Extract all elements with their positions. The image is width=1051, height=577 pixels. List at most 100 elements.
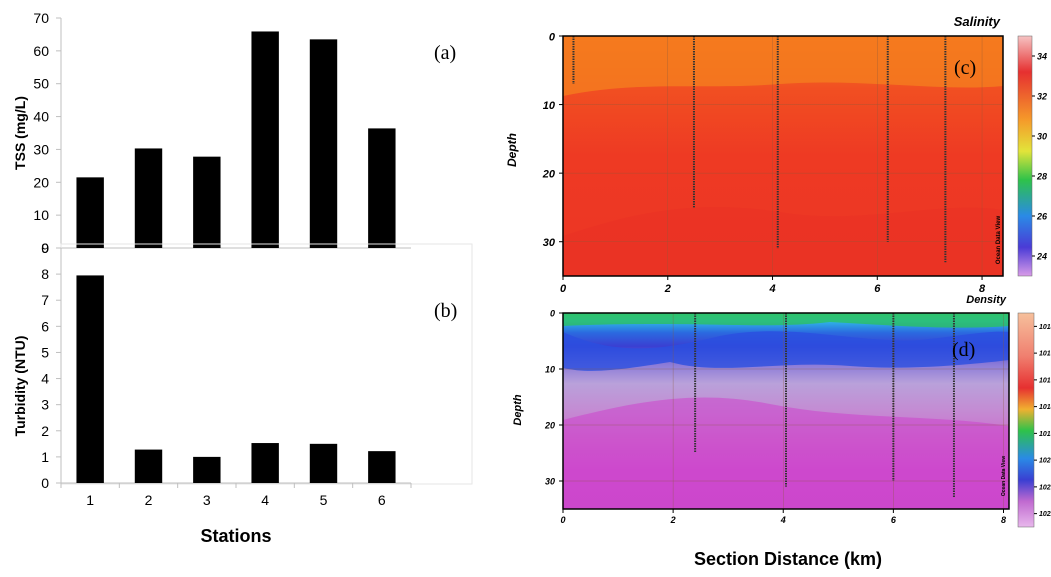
panel-d-ytick-label: 30 [545,477,555,487]
panel-d-ytick-label: 10 [545,365,555,375]
section-distance-axis-title: Section Distance (km) [694,549,882,569]
panel-a-tss: 0 10 20 30 40 50 60 70 TSS (mg/L) (a) [12,10,456,256]
panel-d-ylabel: Depth [512,394,524,425]
panel-b-xtick-label: 1 [86,492,94,508]
panel-c-colorbar-tick-label: 24 [1036,252,1047,262]
panel-c-xaxis-ticks: 0 2 4 6 8 [560,276,986,295]
panel-a-ytick-label: 20 [33,174,49,190]
panel-a-ylabel: TSS (mg/L) [12,96,28,170]
panel-c-frame [562,35,1004,277]
panel-c-yaxis-ticks: 0 10 20 30 [542,32,563,249]
panel-a-ytick-label: 70 [33,10,49,26]
panel-c-colorbar [1017,35,1033,277]
panel-d-surface-green [563,313,1009,328]
panel-d-xtick-label: 0 [560,515,565,525]
panel-b-bars [76,275,396,483]
panel-d-frame [562,312,1010,510]
panel-b-ytick-label: 6 [41,318,49,334]
panel-c-xtick-label: 6 [874,283,881,295]
panel-c-watermark: Ocean Data View [996,216,1002,265]
panel-a-bar-station-6 [368,128,396,248]
panel-d-stations [694,313,955,498]
panel-c-colorbar-tick-label: 26 [1036,212,1048,222]
panel-d-xtick-label: 8 [1001,515,1006,525]
panel-b-ytick-label: 3 [41,397,49,413]
panel-d-xaxis-ticks: 0 2 4 6 8 [560,509,1006,525]
panel-b-ytick-label: 4 [41,371,49,387]
panel-d-colorbar-tick-label: 1018 [1039,324,1051,331]
panel-d-colorbar [1017,312,1035,528]
panel-b-tag: (b) [434,300,457,322]
stations-axis-title: Stations [200,526,271,546]
panel-c-colorbar-ticks: 34 32 30 28 26 24 [1032,52,1048,262]
panel-c-xtick-label: 0 [560,283,567,295]
panel-b-turbidity: 0 1 2 3 4 5 6 7 8 9 1 2 3 4 5 6 Turbidity (NTU) (b) St… [12,240,473,546]
panel-b-ytick-label: 0 [41,475,49,491]
panel-c-ytick-label: 10 [543,100,556,112]
panel-c-xtick-label: 2 [664,283,671,295]
panel-c-xtick-label: 8 [979,283,986,295]
panel-c-colorbar-tick-label: 30 [1037,132,1047,142]
panel-a-ytick-label: 30 [33,141,49,157]
panel-b-xtick-label: 5 [320,492,328,508]
panel-a-bar-station-3 [193,156,221,248]
panel-a-bar-station-2 [134,148,163,248]
panel-b-xtick-label: 6 [378,492,386,508]
panel-b-bar-station-5 [309,443,338,483]
panel-d-colorbar-tick-label: 1018 [1039,404,1051,411]
panel-d-ytick-label: 20 [544,421,555,431]
panel-c-ytick-label: 0 [549,32,556,44]
panel-c-colorbar-tick-label: 32 [1037,92,1047,102]
panel-b-ytick-label: 2 [41,423,49,439]
panel-c-orange-layer [563,36,1003,96]
panel-d-xtick-label: 4 [780,515,786,525]
panel-a-ytick-label: 60 [33,43,49,59]
panel-d-xtick-label: 2 [670,515,676,525]
panel-c-grid [563,36,1003,276]
panel-d-colorbar-tick-label: 1017 [1039,377,1051,384]
panel-c-tag: (c) [954,57,976,79]
panel-b-xaxis-ticks: 1 2 3 4 5 6 [60,483,412,508]
panel-d-colorbar-tick-label: 1022 [1039,511,1051,518]
panel-d-title: Density [966,294,1007,306]
panel-b-ylabel: Turbidity (NTU) [12,336,28,437]
panel-b-ytick-label: 1 [41,449,49,465]
panel-d-ytick-label: 0 [550,309,555,319]
panel-b-xtick-label: 4 [261,492,269,508]
panel-a-yaxis-ticks: 0 10 20 30 40 50 60 70 [33,10,61,256]
panel-b-bar-station-1 [76,275,104,483]
panel-b-bar-station-4 [251,443,279,483]
panel-d-yaxis-ticks: 0 10 20 30 [544,309,563,487]
panel-c-ylabel: Depth [505,133,519,167]
panel-a-bar-station-4 [251,31,279,248]
panel-b-bar-station-6 [368,451,396,483]
panel-a-bars [76,31,396,248]
panel-c-ytick-label: 30 [543,237,556,249]
panel-b-bar-station-3 [193,456,221,483]
panel-a-ytick-label: 40 [33,109,49,125]
panel-b-xtick-label: 2 [145,492,153,508]
panel-b-ytick-label: 8 [41,266,49,282]
panel-b-ytick-label: 7 [41,292,49,308]
panel-b-yaxis-ticks: 0 1 2 3 4 5 6 7 8 9 [41,240,61,491]
panel-a-tag: (a) [434,42,456,64]
panel-d-tag: (d) [952,339,975,361]
panel-a-bar-station-1 [76,177,104,248]
panel-a-ytick-label: 0 [41,240,49,256]
panel-c-xtick-label: 4 [768,283,775,295]
panel-c-title: Salinity [954,14,1001,29]
panel-a-ytick-label: 10 [33,207,49,223]
panel-d-watermark: Ocean Data View [1001,456,1007,496]
panel-b-ytick-label: 9 [41,240,49,256]
panel-c-colorbar-tick-label: 28 [1036,172,1047,182]
panel-b-ytick-label: 5 [41,344,49,360]
panel-a-bar-station-5 [309,39,338,248]
panel-b-xtick-label: 3 [203,492,211,508]
panel-c-stations [572,36,947,263]
panel-c-colorbar-tick-label: 34 [1037,52,1047,62]
